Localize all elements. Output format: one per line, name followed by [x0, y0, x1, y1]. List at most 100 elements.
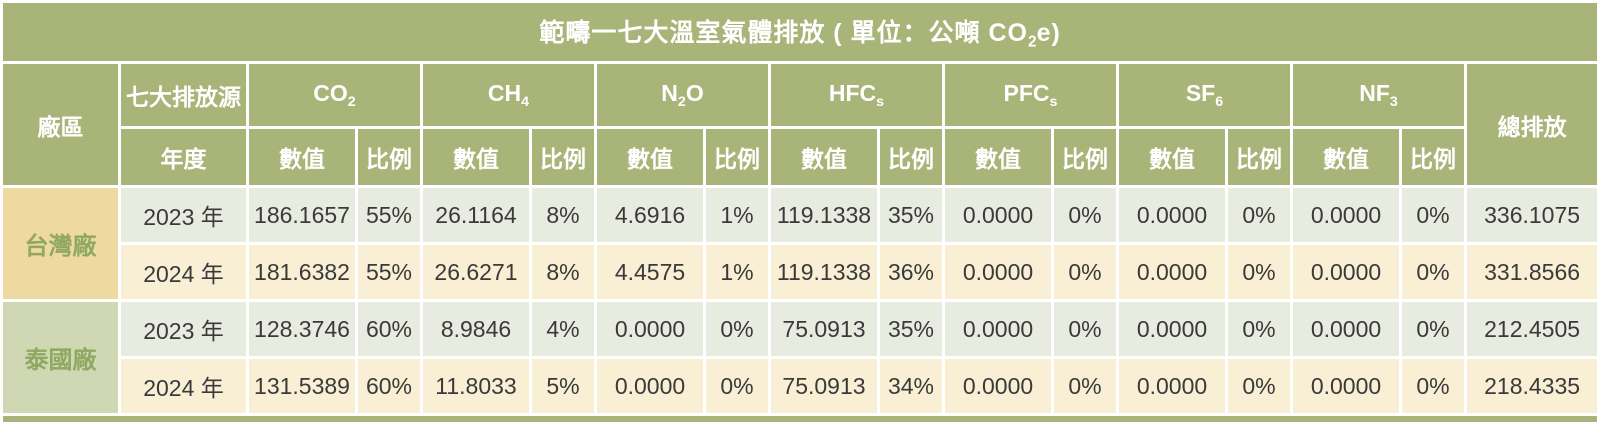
- col-header-ratio: 比例: [532, 129, 594, 185]
- data-cell: 0.0000: [597, 302, 703, 356]
- data-cell: 0%: [1054, 359, 1116, 413]
- data-cell: 0.0000: [1293, 302, 1399, 356]
- gas-formula: CH: [487, 80, 522, 106]
- col-header-gas-sf6: SF6: [1119, 64, 1290, 126]
- data-cell: 1%: [706, 188, 768, 242]
- year-cell: 2024 年: [121, 359, 246, 413]
- col-header-gas-hfcs: HFCs: [771, 64, 942, 126]
- total-cell: 336.1075: [1467, 188, 1598, 242]
- col-header-plant: 廠區: [3, 64, 118, 185]
- data-cell: 26.1164: [423, 188, 529, 242]
- data-cell: 4.4575: [597, 245, 703, 299]
- col-header-ratio: 比例: [1054, 129, 1116, 185]
- col-header-total: 總排放: [1467, 64, 1598, 185]
- data-cell: 0%: [1228, 188, 1290, 242]
- col-header-value: 數值: [597, 129, 703, 185]
- data-cell: 4%: [532, 302, 594, 356]
- data-cell: 75.0913: [771, 359, 877, 413]
- gas-formula-sub: 3: [1389, 93, 1398, 110]
- col-header-value: 數值: [423, 129, 529, 185]
- data-cell: 0.0000: [1119, 359, 1225, 413]
- table-title-pre: 範疇一七大溫室氣體排放 ( 單位：公噸 CO: [539, 18, 1028, 47]
- col-header-ratio: 比例: [880, 129, 942, 185]
- plant-cell-thailand: 泰國廠: [3, 302, 118, 413]
- gas-formula: NF: [1359, 80, 1390, 106]
- data-cell: 8%: [532, 245, 594, 299]
- data-cell: 0%: [706, 359, 768, 413]
- data-cell: 0.0000: [1293, 188, 1399, 242]
- data-cell: 26.6271: [423, 245, 529, 299]
- data-cell: 35%: [880, 188, 942, 242]
- data-cell: 34%: [880, 359, 942, 413]
- data-cell: 0%: [1228, 245, 1290, 299]
- data-cell: 4.6916: [597, 188, 703, 242]
- table-row: 2024 年 131.5389 60% 11.8033 5% 0.0000 0%…: [3, 359, 1598, 413]
- data-cell: 0.0000: [1293, 245, 1399, 299]
- data-cell: 0.0000: [945, 245, 1051, 299]
- col-header-ratio: 比例: [358, 129, 420, 185]
- data-cell: 55%: [358, 245, 420, 299]
- year-cell: 2023 年: [121, 188, 246, 242]
- data-cell: 131.5389: [249, 359, 355, 413]
- table-row: 2024 年 181.6382 55% 26.6271 8% 4.4575 1%…: [3, 245, 1598, 299]
- data-cell: 181.6382: [249, 245, 355, 299]
- header-row-gases: 廠區 七大排放源 CO2 CH4 N2O HFCs PFCs SF6 NF3 總…: [3, 64, 1598, 185]
- col-header-gas-co2: CO2: [249, 64, 420, 126]
- total-cell: 331.8566: [1467, 245, 1598, 299]
- year-cell: 2024 年: [121, 245, 246, 299]
- data-cell: 1%: [706, 245, 768, 299]
- table-row: 台灣廠 2023 年 186.1657 55% 26.1164 8% 4.691…: [3, 188, 1598, 299]
- data-cell: 8.9846: [423, 302, 529, 356]
- data-cell: 5%: [532, 359, 594, 413]
- data-cell: 11.8033: [423, 359, 529, 413]
- col-header-value: 數值: [771, 129, 877, 185]
- col-header-value: 數值: [1119, 129, 1225, 185]
- gas-formula-sub: 2: [347, 93, 356, 110]
- data-cell: 0%: [1402, 188, 1464, 242]
- gas-formula: HFC: [828, 80, 877, 106]
- data-cell: 0.0000: [597, 359, 703, 413]
- data-cell: 0.0000: [945, 302, 1051, 356]
- gas-formula-sub: 6: [1215, 93, 1224, 110]
- gas-formula-sub: 2: [677, 93, 686, 110]
- data-cell: 35%: [880, 302, 942, 356]
- data-cell: 0.0000: [1119, 188, 1225, 242]
- data-cell: 0%: [1054, 188, 1116, 242]
- data-cell: 0%: [1054, 245, 1116, 299]
- col-header-source: 七大排放源: [121, 64, 246, 126]
- table-title-subscript: 2: [1028, 33, 1037, 51]
- gas-formula-sub: s: [1049, 93, 1058, 110]
- col-header-ratio: 比例: [1402, 129, 1464, 185]
- col-header-gas-n2o: N2O: [597, 64, 768, 126]
- data-cell: 0.0000: [945, 359, 1051, 413]
- table-title: 範疇一七大溫室氣體排放 ( 單位：公噸 CO2e): [3, 3, 1598, 61]
- data-cell: 75.0913: [771, 302, 877, 356]
- data-cell: 0%: [1402, 245, 1464, 299]
- data-cell: 55%: [358, 188, 420, 242]
- data-cell: 0%: [1228, 359, 1290, 413]
- col-header-gas-pfcs: PFCs: [945, 64, 1116, 126]
- data-cell: 119.1338: [771, 245, 877, 299]
- gas-formula-sub: 4: [521, 93, 530, 110]
- col-header-year: 年度: [121, 129, 246, 185]
- data-cell: 0%: [1228, 302, 1290, 356]
- year-cell: 2023 年: [121, 302, 246, 356]
- col-header-value: 數值: [249, 129, 355, 185]
- data-cell: 60%: [358, 302, 420, 356]
- col-header-gas-nf3: NF3: [1293, 64, 1464, 126]
- gas-formula: PFC: [1003, 80, 1050, 106]
- bottom-accent-bar: [3, 416, 1597, 422]
- data-cell: 119.1338: [771, 188, 877, 242]
- data-cell: 0.0000: [1293, 359, 1399, 413]
- plant-cell-taiwan: 台灣廠: [3, 188, 118, 299]
- total-cell: 218.4335: [1467, 359, 1598, 413]
- data-cell: 0.0000: [1119, 245, 1225, 299]
- data-cell: 0%: [1402, 302, 1464, 356]
- col-header-value: 數值: [945, 129, 1051, 185]
- col-header-ratio: 比例: [706, 129, 768, 185]
- gas-formula: SF: [1185, 80, 1216, 106]
- col-header-ratio: 比例: [1228, 129, 1290, 185]
- data-cell: 186.1657: [249, 188, 355, 242]
- col-header-gas-ch4: CH4: [423, 64, 594, 126]
